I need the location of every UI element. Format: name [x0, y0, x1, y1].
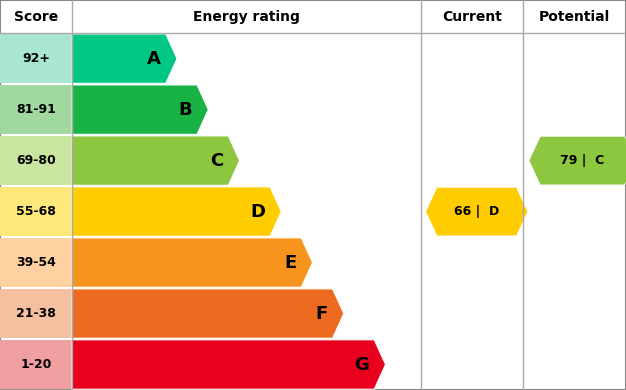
- Text: D: D: [250, 202, 265, 221]
- Text: E: E: [284, 254, 296, 271]
- Text: 21-38: 21-38: [16, 307, 56, 320]
- FancyBboxPatch shape: [0, 340, 72, 389]
- Text: A: A: [147, 50, 161, 67]
- Polygon shape: [72, 85, 208, 134]
- FancyBboxPatch shape: [0, 289, 72, 338]
- Text: 69-80: 69-80: [16, 154, 56, 167]
- Polygon shape: [72, 187, 281, 236]
- Polygon shape: [426, 187, 528, 236]
- Text: 92+: 92+: [22, 52, 50, 65]
- FancyBboxPatch shape: [0, 34, 72, 83]
- Text: 79 |  C: 79 | C: [560, 154, 605, 167]
- Polygon shape: [72, 136, 240, 185]
- Polygon shape: [529, 136, 626, 185]
- Text: 81-91: 81-91: [16, 103, 56, 116]
- Text: Energy rating: Energy rating: [193, 10, 300, 23]
- Polygon shape: [72, 238, 312, 287]
- Text: 55-68: 55-68: [16, 205, 56, 218]
- FancyBboxPatch shape: [0, 238, 72, 287]
- Text: 39-54: 39-54: [16, 256, 56, 269]
- Polygon shape: [72, 289, 344, 338]
- Text: G: G: [354, 356, 369, 374]
- Text: Potential: Potential: [539, 10, 610, 23]
- Text: 1-20: 1-20: [20, 358, 52, 371]
- Text: Current: Current: [442, 10, 502, 23]
- Text: 66 |  D: 66 | D: [454, 205, 500, 218]
- Text: C: C: [210, 152, 223, 170]
- Text: Score: Score: [14, 10, 58, 23]
- FancyBboxPatch shape: [0, 85, 72, 134]
- Polygon shape: [72, 340, 386, 389]
- FancyBboxPatch shape: [0, 187, 72, 236]
- Text: B: B: [178, 101, 192, 119]
- Polygon shape: [72, 34, 177, 83]
- Text: F: F: [316, 305, 327, 323]
- FancyBboxPatch shape: [0, 136, 72, 185]
